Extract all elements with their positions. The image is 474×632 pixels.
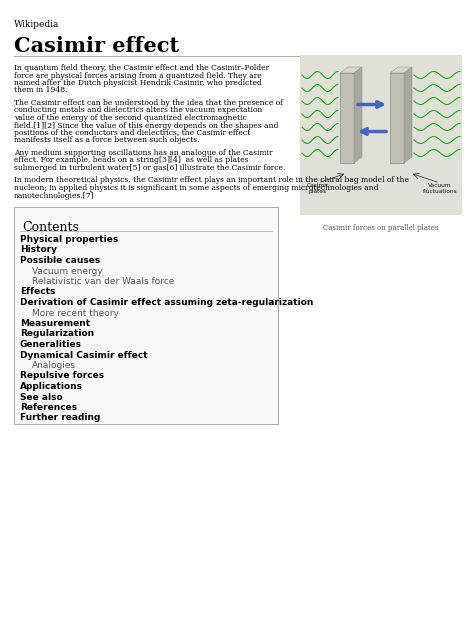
Text: force are physical forces arising from a quantized field. They are: force are physical forces arising from a… — [14, 71, 262, 80]
Text: Dynamical Casimir effect: Dynamical Casimir effect — [20, 351, 147, 360]
Text: Vacuum
fluctuations: Vacuum fluctuations — [423, 183, 457, 194]
Text: Generalities: Generalities — [20, 340, 82, 349]
Text: Any medium supporting oscillations has an analogue of the Casimir: Any medium supporting oscillations has a… — [14, 149, 273, 157]
Polygon shape — [390, 67, 412, 73]
Text: Physical properties: Physical properties — [20, 235, 118, 244]
Text: In modern theoretical physics, the Casimir effect plays an important role in the: In modern theoretical physics, the Casim… — [14, 176, 409, 185]
Text: value of the energy of the second quantized electromagnetic: value of the energy of the second quanti… — [14, 114, 247, 122]
Text: Repulsive forces: Repulsive forces — [20, 372, 104, 380]
Text: positions of the conductors and dielectrics, the Casimir effect: positions of the conductors and dielectr… — [14, 129, 250, 137]
Text: Possible causes: Possible causes — [20, 256, 100, 265]
Polygon shape — [404, 67, 412, 163]
Text: See also: See also — [20, 392, 63, 401]
Bar — [300, 55, 462, 215]
Text: effect. For example, beads on a string[3][4]  as well as plates: effect. For example, beads on a string[3… — [14, 157, 248, 164]
Text: Further reading: Further reading — [20, 413, 100, 423]
Text: Analogies: Analogies — [32, 361, 76, 370]
Text: More recent theory: More recent theory — [32, 308, 119, 317]
Text: Casimir effect: Casimir effect — [14, 36, 179, 56]
Text: submerged in turbulent water[5] or gas[6] illustrate the Casimir force.: submerged in turbulent water[5] or gas[6… — [14, 164, 285, 172]
Text: Contents: Contents — [22, 221, 79, 234]
Text: Casimir forces on parallel plates: Casimir forces on parallel plates — [323, 224, 439, 232]
Text: nanotechnologies.[7]: nanotechnologies.[7] — [14, 191, 95, 200]
Text: named after the Dutch physicist Hendrik Casimir, who predicted: named after the Dutch physicist Hendrik … — [14, 79, 262, 87]
Text: them in 1948.: them in 1948. — [14, 87, 67, 95]
Text: Wikipedia: Wikipedia — [14, 20, 59, 29]
Text: nucleon; in applied physics it is significant in some aspects of emerging microt: nucleon; in applied physics it is signif… — [14, 184, 379, 192]
Bar — [14, 207, 278, 424]
Bar — [390, 73, 404, 163]
Text: Relativistic van der Waals force: Relativistic van der Waals force — [32, 277, 174, 286]
Text: History: History — [20, 245, 57, 255]
Text: field.[1][2] Since the value of this energy depends on the shapes and: field.[1][2] Since the value of this ene… — [14, 121, 278, 130]
Bar — [340, 73, 354, 163]
Text: Measurement: Measurement — [20, 319, 90, 328]
Text: References: References — [20, 403, 77, 412]
Text: In quantum field theory, the Casimir effect and the Casimir–Polder: In quantum field theory, the Casimir eff… — [14, 64, 269, 72]
Text: Applications: Applications — [20, 382, 83, 391]
Text: Casimir
plates: Casimir plates — [307, 183, 329, 194]
Text: Derivation of Casimir effect assuming zeta-regularization: Derivation of Casimir effect assuming ze… — [20, 298, 313, 307]
Text: Effects: Effects — [20, 288, 55, 296]
Text: conducting metals and dielectrics alters the vacuum expectation: conducting metals and dielectrics alters… — [14, 107, 263, 114]
Polygon shape — [354, 67, 362, 163]
Text: manifests itself as a force between such objects.: manifests itself as a force between such… — [14, 137, 200, 145]
Text: Vacuum energy: Vacuum energy — [32, 267, 103, 276]
Text: Regularization: Regularization — [20, 329, 94, 339]
Polygon shape — [340, 67, 362, 73]
Text: The Casimir effect can be understood by the idea that the presence of: The Casimir effect can be understood by … — [14, 99, 283, 107]
